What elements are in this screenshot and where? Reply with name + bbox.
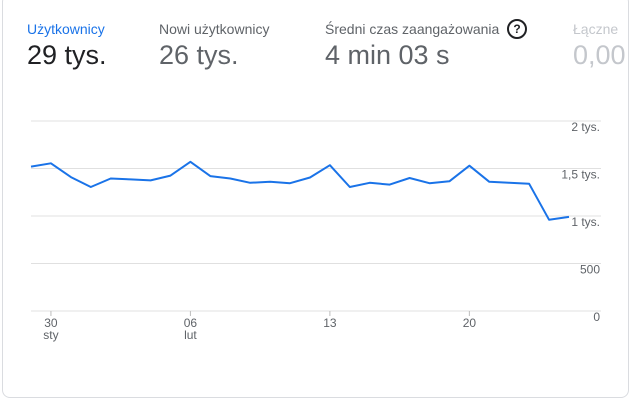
- metric-label: Nowi użytkownicy: [159, 21, 270, 37]
- y-tick-label: 0: [593, 310, 600, 324]
- metric-value: 26 tys.: [159, 40, 239, 70]
- series-line-users: [30, 160, 570, 221]
- x-tick-day-label: 13: [323, 316, 337, 330]
- y-tick-label: 1,5 tys.: [561, 168, 600, 182]
- metric-value: 29 tys.: [27, 40, 107, 70]
- x-tick-month-label: lut: [184, 328, 197, 342]
- metric-value: 4 min 03 s: [325, 40, 450, 70]
- y-tick-label: 1 tys.: [571, 215, 600, 229]
- y-tick-label: 2 tys.: [571, 120, 600, 134]
- y-axis-labels: 2 tys. 1,5 tys. 1 tys. 500 0: [561, 120, 600, 324]
- y-tick-label: 500: [580, 263, 600, 277]
- chart-gridlines: [31, 120, 601, 312]
- x-tick-day-label: 30: [44, 316, 58, 330]
- metric-label: Łączne: [573, 21, 619, 37]
- x-tick-month-label: sty: [43, 328, 58, 342]
- metric-value: 0,00: [573, 40, 626, 70]
- analytics-card: Użytkownicy 29 tys. Nowi użytkownicy 26 …: [2, 0, 629, 398]
- help-circle-icon[interactable]: ?: [507, 19, 527, 39]
- x-tick-day-label: 06: [184, 316, 198, 330]
- metric-label: Średni czas zaangażowania: [325, 21, 500, 37]
- metric-label: Użytkownicy: [27, 21, 105, 37]
- x-tick-day-label: 20: [463, 316, 477, 330]
